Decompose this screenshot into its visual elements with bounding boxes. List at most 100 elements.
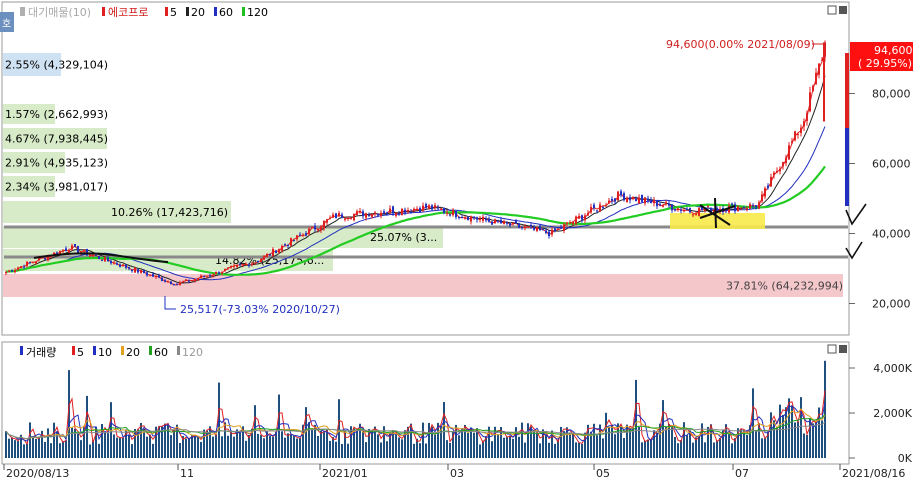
- volume-bar: [719, 437, 721, 458]
- volume-bar: [269, 436, 271, 458]
- volume-bar: [131, 444, 133, 458]
- candle-body: [251, 263, 253, 265]
- volume-bar: [608, 427, 610, 458]
- volume-bar: [656, 432, 658, 458]
- candle-body: [761, 194, 763, 202]
- candle-body: [620, 191, 622, 196]
- volume-bar: [581, 443, 583, 458]
- volume-bar: [365, 442, 367, 458]
- candle-body: [155, 275, 157, 278]
- volume-bar: [239, 432, 241, 458]
- volume-minimize-icon[interactable]: [827, 344, 837, 354]
- panel-close-icon[interactable]: [839, 6, 847, 14]
- x-label: 05: [596, 467, 610, 479]
- volume-bar: [80, 440, 82, 458]
- candle-body: [608, 200, 610, 204]
- side-tab[interactable]: [0, 12, 14, 32]
- volume-bar: [434, 433, 436, 458]
- volume-bar: [500, 427, 502, 458]
- volume-bar: [635, 379, 637, 458]
- ma-legend-swatch: [186, 7, 189, 16]
- candle-body: [677, 208, 679, 210]
- volume-bar: [203, 429, 205, 458]
- volume-ma10-line: [5, 402, 826, 442]
- candle-body: [578, 216, 580, 219]
- candle-body: [290, 238, 292, 246]
- volume-profile-band: [3, 152, 65, 173]
- volume-close-icon[interactable]: [839, 345, 847, 353]
- candle-body: [431, 205, 433, 210]
- candle-body: [263, 255, 265, 260]
- volume-bar: [38, 437, 40, 458]
- candle-body: [395, 213, 397, 216]
- volume-bar: [107, 433, 109, 458]
- volume-bar: [806, 434, 808, 458]
- candle-body: [95, 255, 97, 257]
- volume-bar: [341, 443, 343, 458]
- volume-bar: [770, 412, 772, 458]
- volume-bar: [401, 439, 403, 458]
- candle-body: [572, 221, 574, 225]
- candle-body: [713, 209, 715, 214]
- volume-bar: [413, 443, 415, 458]
- volume-bar: [653, 430, 655, 458]
- candle-body: [149, 274, 151, 276]
- volume-bar: [362, 430, 364, 458]
- candle-body: [302, 234, 304, 236]
- candle-body: [731, 203, 733, 205]
- volume-bar: [641, 442, 643, 458]
- volume-bar: [326, 429, 328, 458]
- candles: [5, 40, 826, 286]
- candle-body: [533, 227, 535, 230]
- candle-body: [317, 229, 319, 231]
- volume-bar: [116, 437, 118, 458]
- x-label: 11: [180, 467, 194, 479]
- ma-legend-label: 120: [247, 6, 268, 19]
- volume-bar: [356, 430, 358, 458]
- candle-body: [599, 204, 601, 212]
- volume-bar: [692, 442, 694, 458]
- volume-profile-label: 37.81% (64,232,994): [726, 280, 843, 293]
- candle-body: [779, 168, 781, 172]
- candle-body: [224, 268, 226, 272]
- volume-bar: [638, 427, 640, 458]
- volume-profile-band: [3, 176, 55, 197]
- candle-body: [674, 208, 676, 211]
- candle-body: [752, 205, 754, 207]
- legend-icon-price: [102, 7, 105, 16]
- handdrawn-curve: [33, 252, 169, 263]
- candle-body: [26, 261, 28, 266]
- candle-body: [563, 224, 565, 231]
- volume-ma-swatch: [149, 346, 152, 355]
- panel-minimize-icon[interactable]: [827, 5, 837, 15]
- volume-bar: [425, 443, 427, 458]
- price-y-axis: 80,000 60,000 40,000 20,000: [849, 88, 911, 311]
- volume-bar: [101, 423, 103, 458]
- candle-body: [392, 206, 394, 214]
- candle-body: [206, 275, 208, 277]
- candle-body: [188, 280, 190, 282]
- candle-body: [803, 121, 805, 127]
- candle-body: [380, 212, 382, 216]
- candle-body: [377, 213, 379, 216]
- volume-bar: [41, 430, 43, 458]
- volume-bar: [329, 440, 331, 458]
- price-y-label: 80,000: [872, 88, 911, 101]
- candle-body: [653, 199, 655, 204]
- candle-body: [275, 250, 277, 254]
- volume-bar: [179, 443, 181, 458]
- candle-body: [503, 221, 505, 224]
- volume-profile-band: [3, 201, 231, 223]
- volume-bar: [584, 432, 586, 458]
- candle-body: [410, 211, 412, 213]
- candle-body: [44, 258, 46, 260]
- candle-body: [605, 205, 607, 207]
- candle-body: [176, 284, 178, 286]
- candle-body: [461, 217, 463, 219]
- volume-bar: [62, 441, 64, 458]
- candle-body: [596, 210, 598, 212]
- volume-bar: [317, 436, 319, 458]
- candle-body: [767, 185, 769, 188]
- candle-body: [617, 191, 619, 201]
